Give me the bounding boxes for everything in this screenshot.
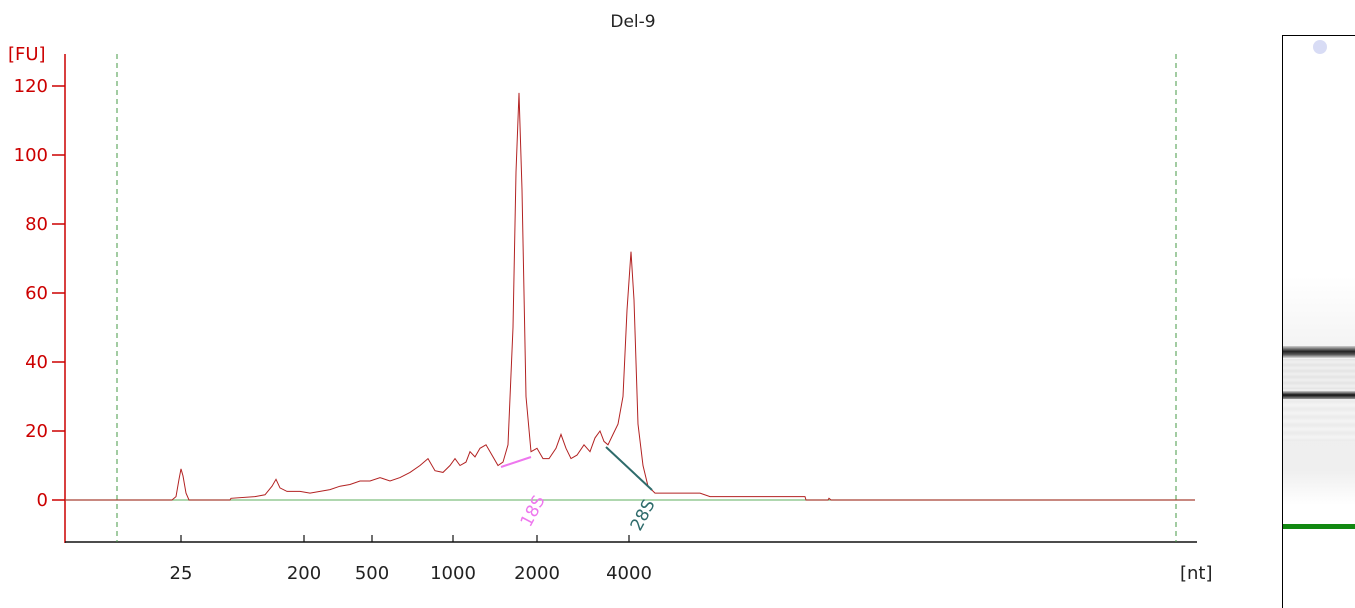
x-tick-label: 2000 <box>514 563 560 584</box>
y-tick-label: 80 <box>25 214 48 235</box>
gel-upper-marker-dot <box>1313 40 1327 54</box>
y-tick-label: 20 <box>25 421 48 442</box>
gel-band-28s <box>1283 346 1355 358</box>
gel-band-18s <box>1283 391 1355 399</box>
gel-lane-image <box>1282 35 1355 608</box>
x-axis: 25 200 500 1000 2000 4000 <box>65 535 1197 584</box>
x-tick-label: 200 <box>287 563 321 584</box>
gel-smear <box>1283 359 1355 389</box>
gel-smear-lower <box>1283 401 1355 441</box>
28s-peak-area-line <box>605 446 653 491</box>
signal-trace <box>65 92 1195 501</box>
18s-peak-area-line <box>500 456 532 468</box>
x-axis-label: [nt] <box>1180 563 1213 584</box>
18s-peak-label: 18S <box>517 492 550 530</box>
x-tick-label: 1000 <box>430 563 476 584</box>
28s-peak-label: 28S <box>627 496 660 534</box>
y-tick-label: 60 <box>25 283 48 304</box>
y-tick-label: 40 <box>25 352 48 373</box>
y-tick-label: 0 <box>37 490 48 511</box>
chart-title: Del-9 <box>610 12 655 32</box>
gel-lane-background <box>1283 36 1355 608</box>
y-tick-label: 120 <box>14 76 48 97</box>
gel-lower-marker-band <box>1283 524 1355 529</box>
x-tick-label: 25 <box>170 563 193 584</box>
x-tick-label: 4000 <box>606 563 652 584</box>
y-axis-label: [FU] <box>8 44 46 65</box>
x-tick-label: 500 <box>355 563 389 584</box>
y-tick-label: 100 <box>14 145 48 166</box>
y-axis: 0 20 40 60 80 100 120 <box>14 54 66 543</box>
